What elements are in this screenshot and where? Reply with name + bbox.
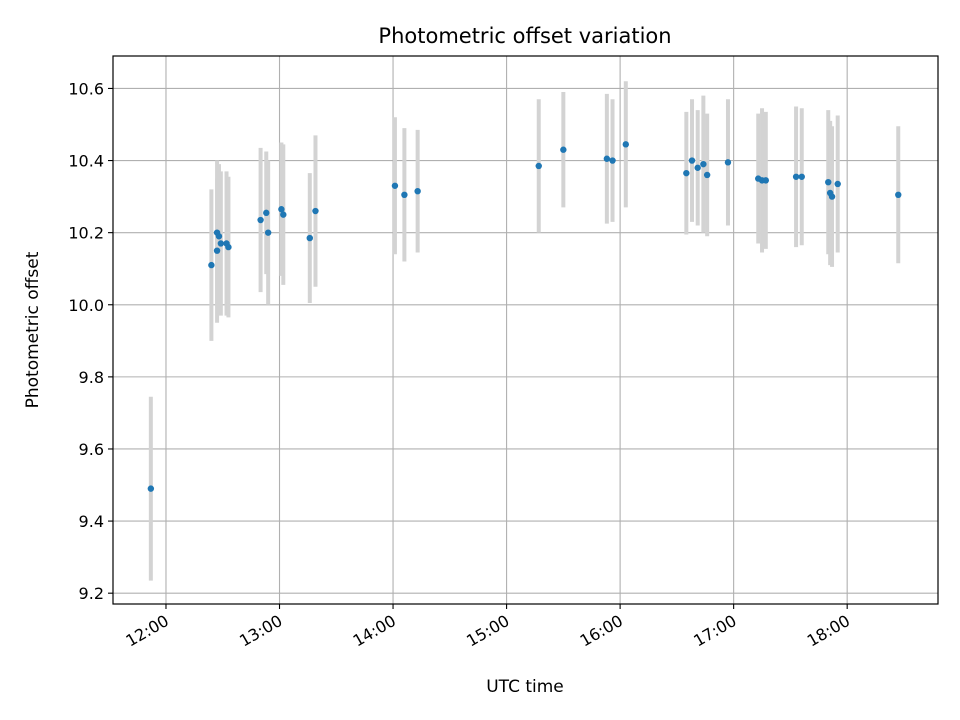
data-point (306, 234, 313, 242)
data-point (225, 243, 232, 251)
y-tick-label: 10.0 (68, 296, 104, 315)
data-point (622, 141, 629, 148)
data-point (147, 485, 155, 492)
data-point (724, 159, 732, 166)
y-tick-label: 10.4 (68, 152, 104, 171)
data-point (700, 160, 707, 168)
data-point (257, 216, 264, 224)
y-tick-label: 10.6 (68, 79, 104, 98)
x-axis-label: UTC time (486, 677, 564, 697)
data-point (263, 209, 270, 217)
data-point (208, 261, 215, 269)
data-point (609, 157, 616, 164)
plot-frame (112, 55, 939, 605)
data-points (147, 141, 902, 492)
data-point (798, 173, 805, 180)
data-point (828, 193, 836, 200)
data-point (895, 191, 902, 199)
data-point (401, 191, 408, 199)
data-point (603, 155, 611, 162)
data-point (391, 182, 399, 189)
data-point (703, 171, 711, 179)
data-point (280, 211, 287, 218)
y-tick-label: 9.6 (79, 440, 104, 459)
data-point (688, 157, 696, 164)
data-point (825, 178, 832, 186)
y-axis: 9.2 9.4 9.6 9.8 10.0 10.2 10.4 10.6 (68, 79, 113, 603)
data-point (834, 180, 841, 188)
y-axis-label: Photometric offset (23, 251, 43, 408)
chart-title: Photometric offset variation (378, 24, 671, 48)
data-point (217, 240, 225, 247)
data-point (694, 164, 701, 171)
data-point (762, 177, 770, 184)
data-point (414, 187, 421, 195)
data-point (560, 146, 567, 153)
data-point (215, 233, 223, 240)
data-point (312, 207, 319, 215)
y-tick-label: 9.4 (79, 512, 104, 531)
data-point (683, 169, 690, 177)
data-point (278, 206, 285, 213)
y-tick-label: 10.2 (68, 224, 104, 243)
y-tick-label: 9.8 (79, 368, 104, 387)
data-point (264, 229, 272, 236)
data-point (535, 162, 542, 170)
data-point (213, 247, 221, 254)
y-tick-label: 9.2 (79, 584, 104, 603)
data-point (792, 173, 800, 180)
